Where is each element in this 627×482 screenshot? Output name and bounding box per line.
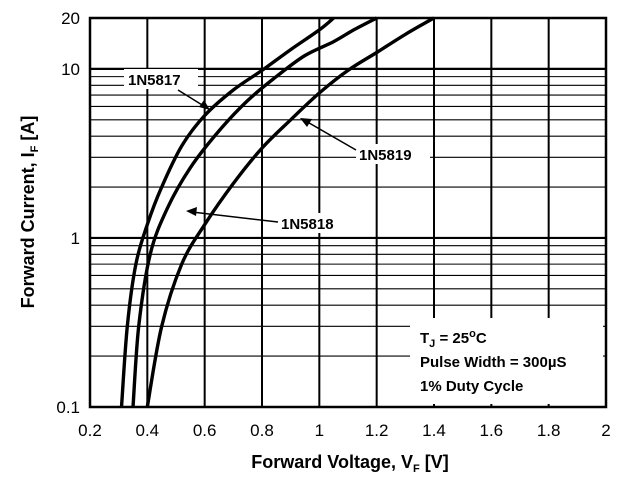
y-tick-label: 0.1 [56, 398, 80, 417]
curve-label-bg [277, 213, 351, 233]
x-tick-label: 1.2 [365, 421, 389, 440]
arrowhead-1n5819 [300, 118, 312, 127]
series-line-1n5817 [119, 16, 335, 408]
curve-label-bg [124, 69, 198, 89]
duty-cycle-condition: 1% Duty Cycle [420, 378, 523, 395]
y-axis-title: Forward Current, IF [A] [18, 116, 41, 309]
series-line-1n5818 [131, 16, 378, 408]
plot-frame [88, 16, 608, 409]
x-tick-label: 1 [315, 421, 324, 440]
leader-line-1n5819 [303, 119, 357, 151]
y-tick-label: 10 [61, 60, 80, 79]
curve-label-1n5818-group: 1N5818 [186, 207, 351, 233]
x-tick-labels: 0.2 0.4 0.6 0.8 1 1.2 1.4 1.6 1.8 2 [78, 421, 611, 440]
curve-label-1n5819: 1N5819 [359, 147, 412, 164]
curve-label-1n5817-group: 1N5817 [124, 69, 210, 110]
series-layer [119, 16, 435, 408]
y-tick-label: 20 [61, 9, 80, 28]
y-tick-labels: 0.1 1 10 20 [56, 9, 80, 417]
series-line-1n5819 [145, 16, 435, 408]
curve-label-1n5818: 1N5818 [281, 216, 334, 233]
pulse-width-condition: Pulse Width = 300µS [420, 354, 566, 371]
x-tick-label: 2 [601, 421, 610, 440]
major-gridlines [90, 18, 606, 407]
x-tick-label: 0.6 [193, 421, 217, 440]
conditions-annotation: TJ = 25oC Pulse Width = 300µS 1% Duty Cy… [410, 318, 603, 404]
arrowhead-1n5818 [186, 207, 197, 216]
x-axis-title: Forward Voltage, VF [V] [251, 452, 448, 475]
curve-label-1n5817: 1N5817 [128, 72, 181, 89]
tj-condition: TJ = 25oC [420, 328, 487, 350]
conditions-bg [410, 318, 603, 404]
curve-label-1n5819-group: 1N5819 [300, 118, 430, 164]
x-tick-label: 0.4 [136, 421, 160, 440]
arrowhead-1n5817 [199, 100, 210, 110]
x-tick-label: 1.8 [537, 421, 561, 440]
x-tick-label: 0.2 [78, 421, 102, 440]
x-tick-label: 1.6 [480, 421, 504, 440]
x-tick-label: 1.4 [422, 421, 446, 440]
y-tick-label: 1 [71, 229, 80, 248]
leader-line-1n5818 [191, 211, 279, 223]
curve-label-bg [356, 144, 430, 164]
x-tick-label: 0.8 [250, 421, 274, 440]
